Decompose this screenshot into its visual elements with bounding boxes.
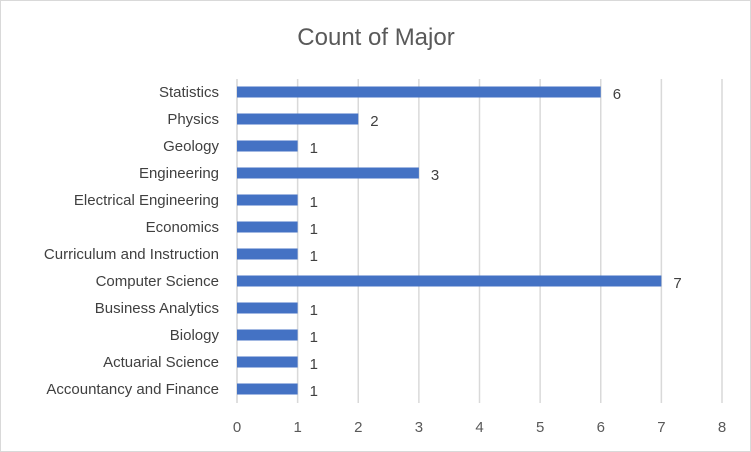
x-tick-label: 0 (233, 419, 241, 436)
bar (237, 194, 298, 206)
x-tick-label: 7 (657, 419, 665, 436)
x-axis-tick-labels: 0 1 2 3 4 5 6 7 8 (233, 419, 726, 436)
data-label: 1 (310, 302, 318, 319)
category-label: Electrical Engineering (74, 192, 219, 209)
bar (237, 167, 419, 179)
bar (237, 86, 601, 98)
category-label: Business Analytics (95, 300, 219, 317)
bar (237, 356, 298, 368)
data-label: 1 (310, 356, 318, 373)
data-label: 1 (310, 194, 318, 211)
data-label: 2 (370, 113, 378, 130)
category-labels: Statistics Physics Geology Engineering Elect… (44, 84, 220, 398)
data-label: 7 (673, 275, 681, 292)
bar (237, 221, 298, 233)
category-label: Biology (170, 327, 220, 344)
category-label: Economics (146, 219, 219, 236)
x-tick-label: 5 (536, 419, 544, 436)
bar (237, 248, 298, 260)
bars (237, 86, 662, 395)
data-labels: 6 2 1 3 1 1 1 7 1 1 1 1 (310, 86, 682, 400)
x-tick-label: 3 (415, 419, 423, 436)
x-tick-label: 6 (597, 419, 605, 436)
category-label: Accountancy and Finance (46, 381, 219, 398)
category-label: Actuarial Science (103, 354, 219, 371)
data-label: 1 (310, 248, 318, 265)
bar (237, 302, 298, 314)
x-tick-label: 1 (293, 419, 301, 436)
bar (237, 329, 298, 341)
data-label: 3 (431, 167, 439, 184)
data-label: 6 (613, 86, 621, 103)
x-tick-label: 8 (718, 419, 726, 436)
category-label: Computer Science (96, 273, 219, 290)
bar (237, 383, 298, 395)
bar (237, 275, 662, 287)
category-label: Geology (163, 138, 219, 155)
data-label: 1 (310, 221, 318, 238)
bar (237, 113, 359, 125)
x-tick-label: 4 (475, 419, 483, 436)
category-label: Engineering (139, 165, 219, 182)
category-label: Physics (167, 111, 219, 128)
data-label: 1 (310, 383, 318, 400)
chart-title: Count of Major (297, 24, 454, 51)
category-label: Statistics (159, 84, 219, 101)
x-tick-label: 2 (354, 419, 362, 436)
gridlines (296, 79, 723, 403)
data-label: 1 (310, 329, 318, 346)
bar (237, 140, 298, 152)
data-label: 1 (310, 140, 318, 157)
category-label: Curriculum and Instruction (44, 246, 219, 263)
